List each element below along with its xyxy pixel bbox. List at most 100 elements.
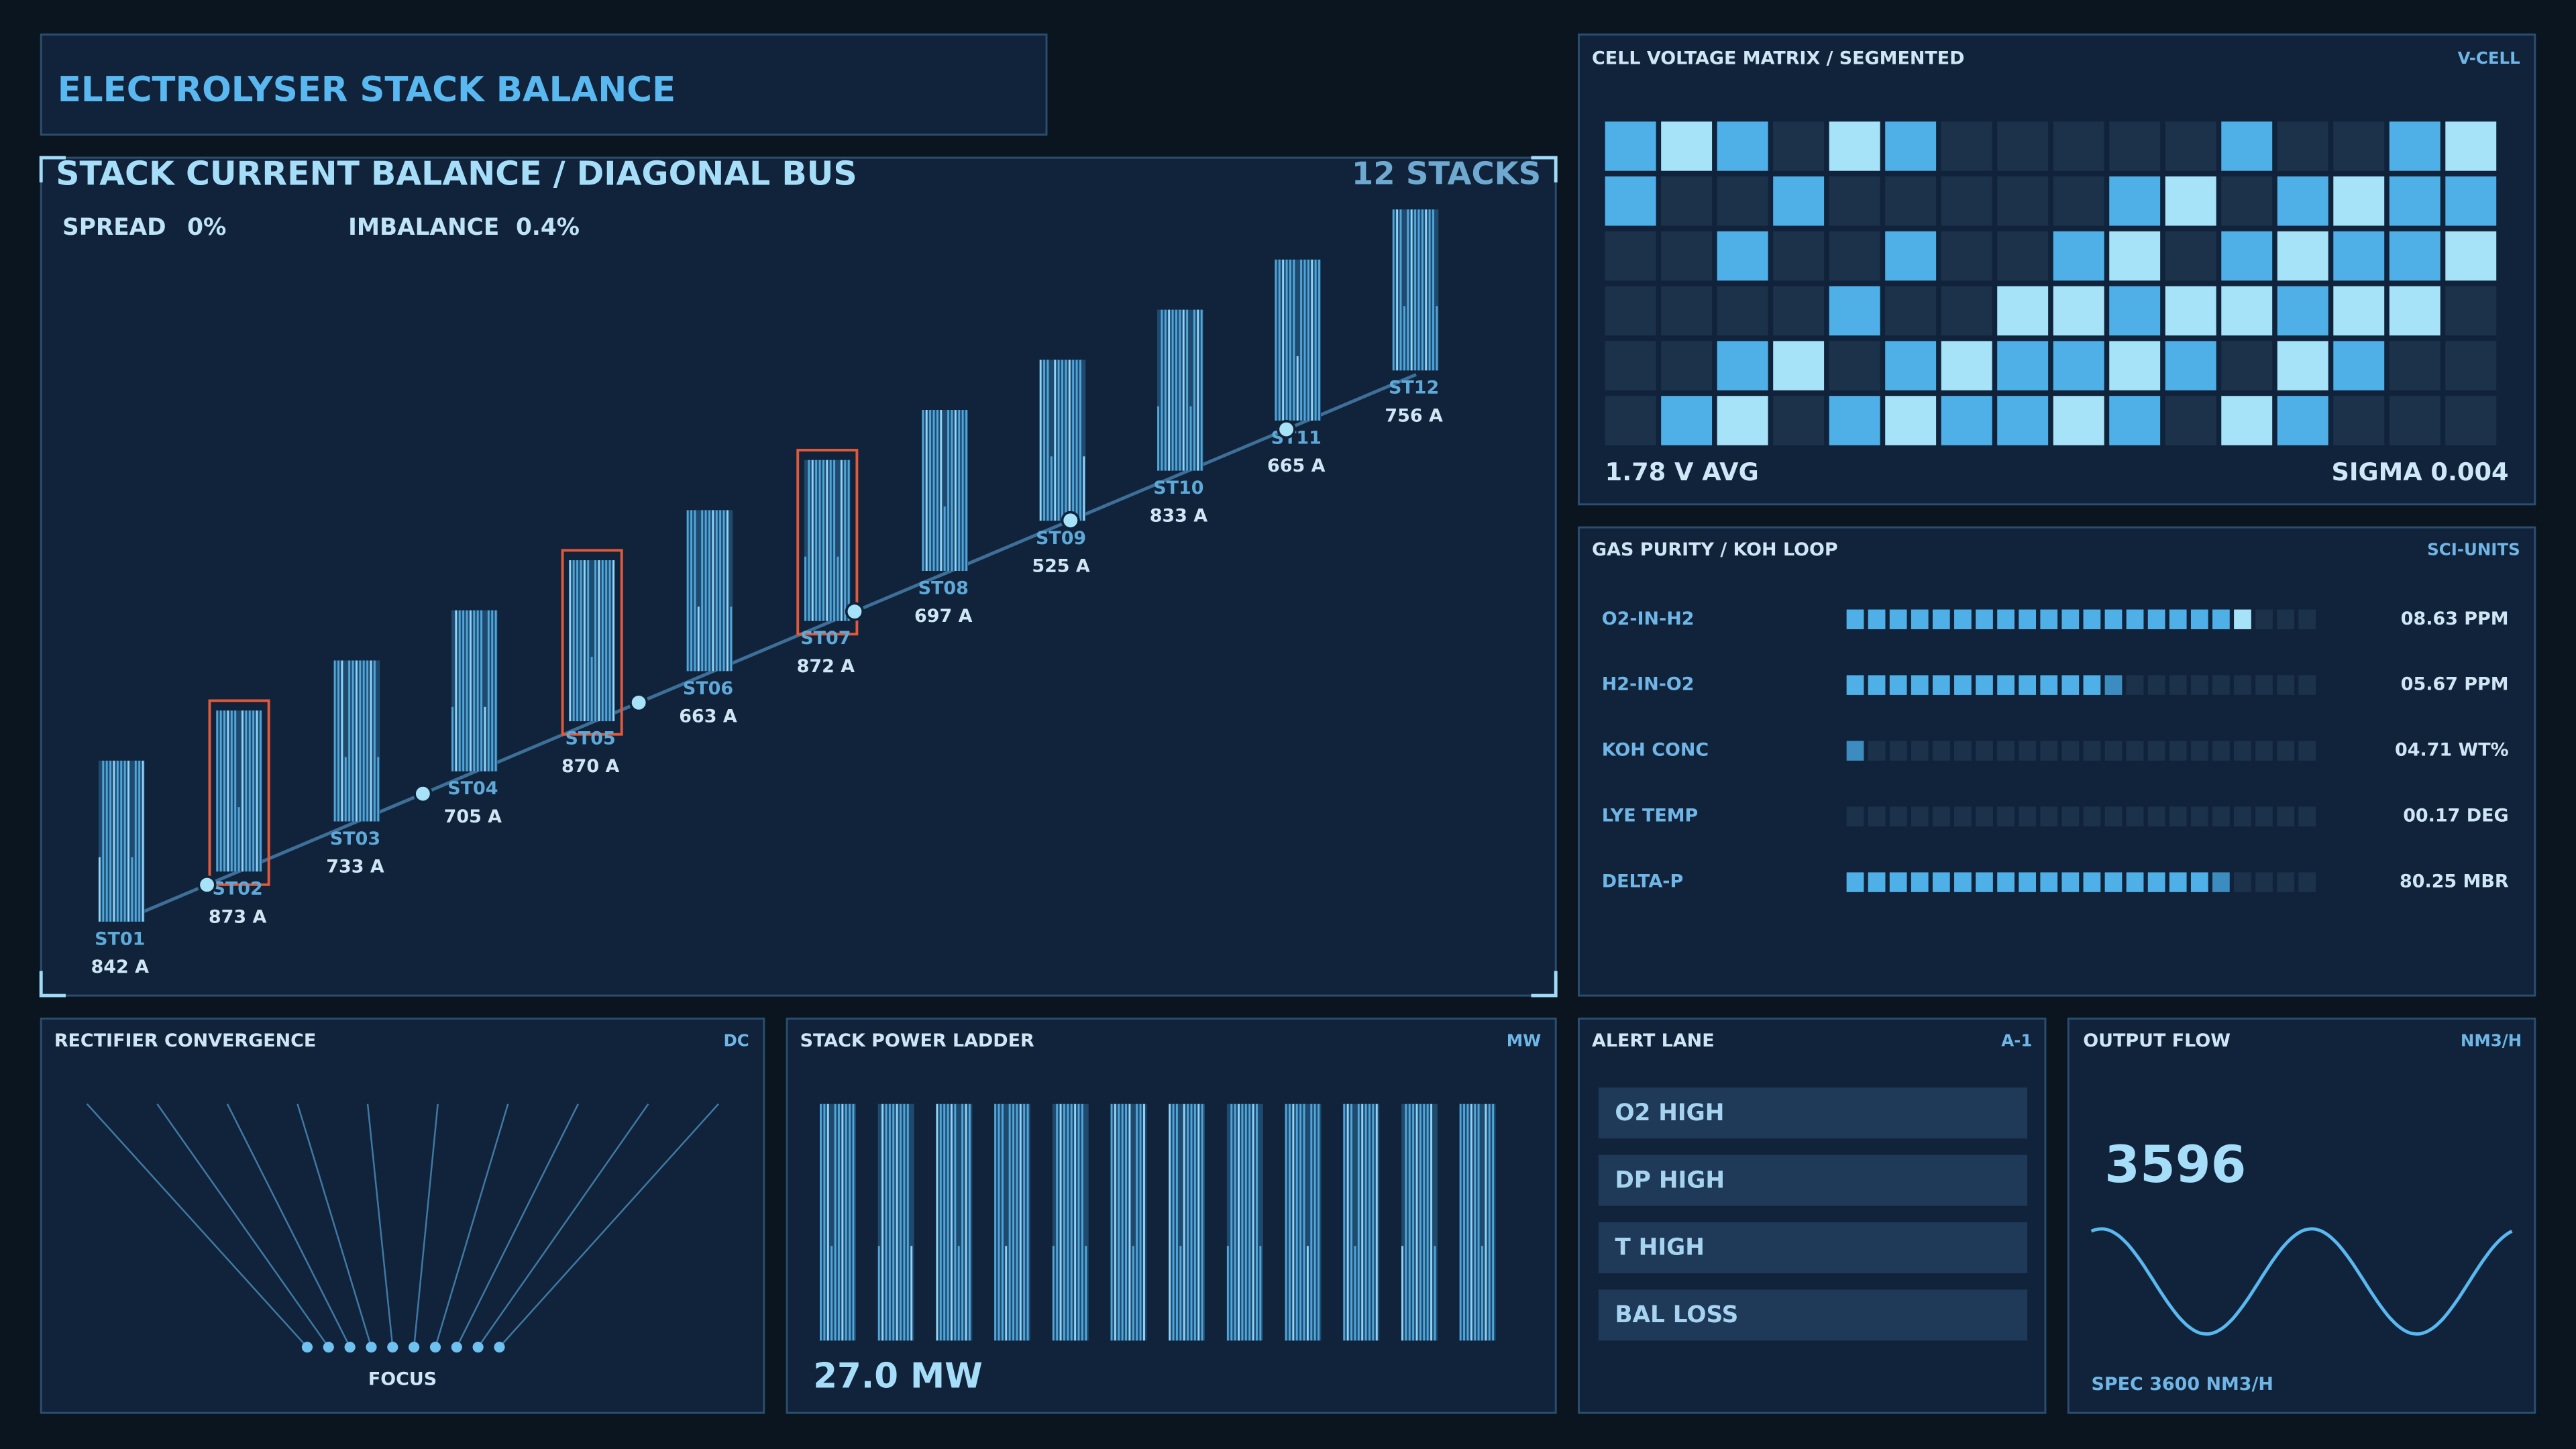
bar-stripe <box>333 660 336 822</box>
gas-segment <box>1954 806 1972 826</box>
bar-stripe <box>1175 309 1177 471</box>
cell <box>2221 341 2273 390</box>
gas-segment <box>2298 872 2316 892</box>
bar-stripe <box>1197 309 1199 471</box>
cell <box>1941 231 1992 281</box>
flow-title: OUTPUT FLOW <box>2083 1030 2231 1051</box>
bar-stripe <box>833 460 836 621</box>
bar-stripe <box>1019 1104 1022 1341</box>
bar-stripe <box>1289 259 1291 421</box>
gas-segment <box>2147 675 2165 695</box>
gas-segment <box>2169 609 2187 629</box>
bar-stripe <box>820 1104 822 1341</box>
cell <box>1661 341 1713 390</box>
gas-segment <box>1976 872 1993 892</box>
bar-stripe <box>1139 1104 1142 1341</box>
bar-stripe <box>572 560 575 722</box>
gas-segment <box>1846 806 1864 826</box>
cell <box>2389 231 2440 281</box>
cell <box>2277 286 2328 336</box>
cell <box>1885 286 1937 336</box>
cell <box>2109 231 2161 281</box>
cell <box>1885 121 1937 171</box>
bar-stripe <box>605 560 608 722</box>
bar-stripe <box>910 1246 913 1341</box>
gas-segment <box>2019 675 2037 695</box>
bar-stripe <box>1421 209 1424 371</box>
bar-stripe <box>590 657 593 722</box>
stack-name: ST07 <box>800 628 851 649</box>
gas-segment <box>1868 609 1886 629</box>
rectifier-line <box>156 1104 329 1348</box>
gas-segment <box>2212 806 2230 826</box>
bar-stripe <box>598 560 600 722</box>
stack-current: 756 A <box>1385 405 1443 426</box>
gas-segment <box>1954 741 1972 761</box>
bar-stripe <box>939 1104 942 1341</box>
bar-stripe <box>943 506 946 572</box>
gas-segment <box>2298 675 2316 695</box>
gas-segment <box>1997 872 2015 892</box>
rectifier-title: RECTIFIER CONVERGENCE <box>54 1030 316 1051</box>
gas-segment <box>1868 741 1886 761</box>
stack-current: 733 A <box>326 857 384 877</box>
cell <box>1661 121 1713 171</box>
cell <box>2445 176 2497 226</box>
cell <box>1941 396 1992 445</box>
bar-stripe <box>957 1246 960 1341</box>
bar-stripe <box>1081 1104 1083 1341</box>
gas-segment <box>2104 741 2123 761</box>
bar-stripe <box>1175 1104 1178 1341</box>
bar-stripe <box>98 857 101 922</box>
matrix-average: 1.78 V AVG <box>1605 458 1759 486</box>
matrix-badge: V-CELL <box>2458 48 2520 68</box>
cell <box>1829 231 1880 281</box>
bar-stripe <box>1357 1104 1360 1341</box>
bar-stripe <box>1296 356 1299 421</box>
gas-segment <box>2104 675 2123 695</box>
gas-segment <box>2212 609 2230 629</box>
cell <box>2333 396 2385 445</box>
bar-stripe <box>1403 306 1405 371</box>
cell <box>2165 341 2216 390</box>
gas-segment <box>2083 872 2101 892</box>
ladder-total: 27.0 MW <box>813 1356 983 1397</box>
focus-dot <box>344 1342 356 1353</box>
gas-segment <box>1868 806 1886 826</box>
alert-row <box>1598 1155 2028 1206</box>
gas-segment <box>2147 806 2165 826</box>
gas-segment <box>1932 806 1950 826</box>
bar-stripe <box>1477 1104 1480 1341</box>
bar-stripe <box>1187 1104 1189 1341</box>
cell <box>1885 176 1937 226</box>
cell <box>1997 341 2049 390</box>
bar-stripe <box>1372 1104 1375 1341</box>
rectifier-line <box>86 1103 308 1348</box>
bar-stripe <box>1125 1104 1127 1341</box>
cell <box>2109 286 2161 336</box>
bar-stripe <box>1288 1104 1291 1341</box>
bar-stripe <box>1161 309 1163 471</box>
bar-stripe <box>1143 1104 1145 1341</box>
gas-segment <box>2147 872 2165 892</box>
bar-stripe <box>829 460 832 621</box>
bar-stripe <box>1182 309 1185 471</box>
bar-stripe <box>348 660 351 822</box>
bar-stripe <box>1072 360 1075 521</box>
rectifier-panel <box>40 1017 765 1414</box>
bar-stripe <box>1311 259 1313 421</box>
bar-stripe <box>694 510 696 672</box>
cell <box>2389 121 2440 171</box>
bar-stripe <box>1410 209 1413 371</box>
bar-stripe <box>366 660 369 822</box>
bar-stripe <box>1295 1104 1298 1341</box>
gas-segment <box>1889 872 1907 892</box>
bar-stripe <box>1189 406 1192 471</box>
cell <box>2109 396 2161 445</box>
gas-segment <box>2255 609 2273 629</box>
bar-stripe <box>998 1104 1000 1341</box>
gas-segment <box>2298 609 2316 629</box>
bar-stripe <box>1252 1104 1254 1341</box>
cell <box>1717 121 1768 171</box>
bar-stripe <box>961 1104 964 1341</box>
